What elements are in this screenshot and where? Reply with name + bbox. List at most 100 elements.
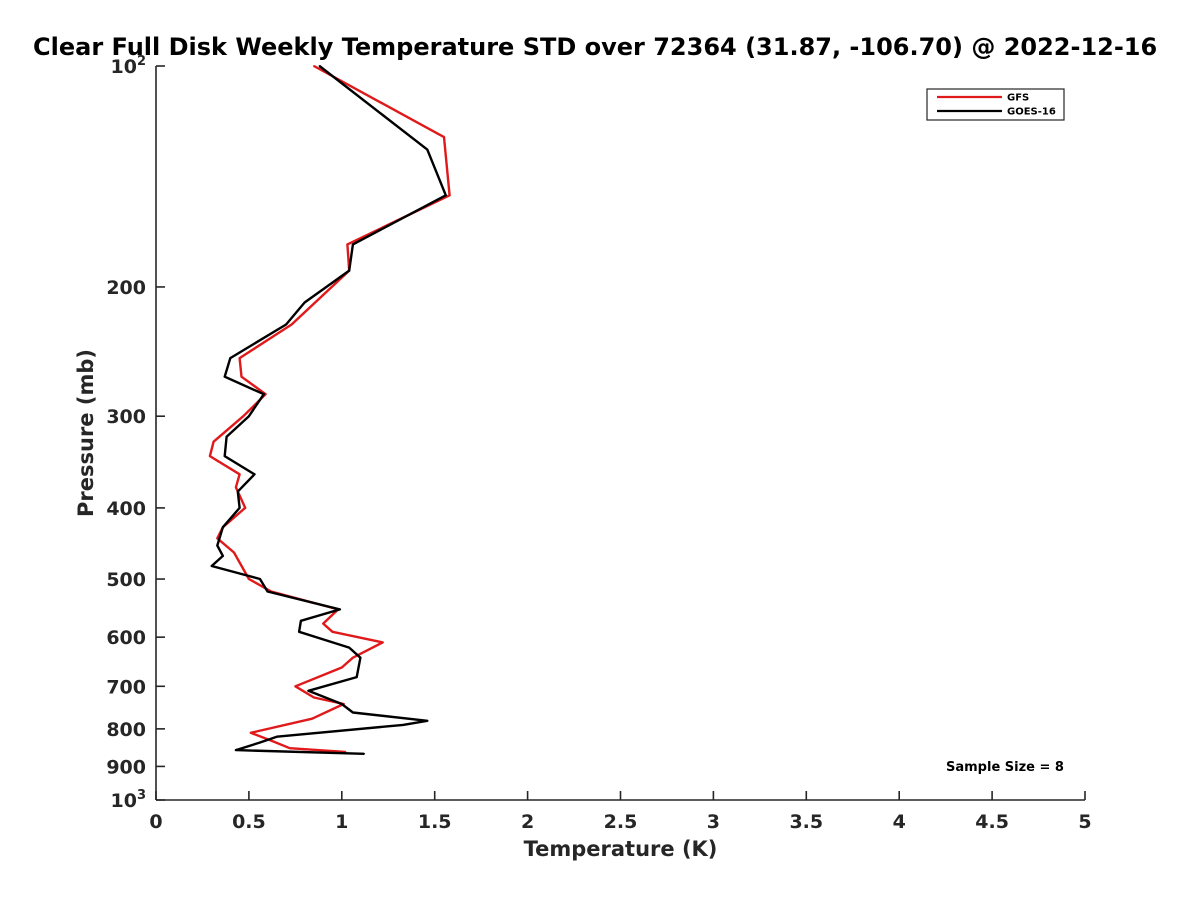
- data-point-gfs-22: [331, 630, 334, 633]
- data-point-goes16-33: [275, 735, 278, 738]
- data-point-gfs-1: [443, 136, 445, 139]
- data-point-goes16-9: [262, 393, 265, 396]
- data-point-goes16-19: [210, 565, 213, 567]
- data-point-goes16-32: [402, 724, 404, 726]
- data-point-gfs-23: [381, 641, 384, 644]
- data-point-goes16-25: [348, 646, 351, 649]
- data-point-goes16-1: [426, 148, 429, 151]
- y-tick-label-1: 200: [106, 277, 146, 299]
- data-point-gfs-31: [270, 739, 273, 742]
- data-point-gfs-32: [288, 747, 291, 750]
- y-tick-label-2: 300: [106, 406, 146, 428]
- data-point-goes16-14: [236, 490, 239, 493]
- x-tick-label-2: 1: [335, 811, 348, 833]
- data-point-goes16-16: [222, 526, 224, 529]
- data-point-goes16-18: [222, 555, 224, 557]
- data-point-goes16-34: [259, 741, 261, 744]
- data-point-goes16-6: [285, 323, 287, 326]
- data-point-goes16-35: [235, 749, 237, 751]
- data-point-goes16-31: [426, 719, 429, 722]
- data-point-gfs-10: [212, 440, 215, 443]
- data-point-gfs-6: [238, 357, 241, 359]
- legend: GFS GOES-16: [926, 88, 1065, 121]
- data-point-goes16-20: [259, 578, 261, 580]
- data-point-gfs-17: [233, 551, 235, 554]
- data-point-goes16-17: [216, 544, 219, 547]
- legend-label-goes16: GOES-16: [1007, 107, 1056, 118]
- data-point-gfs-5: [290, 323, 293, 326]
- x-tick-label-10: 5: [1078, 811, 1091, 833]
- y-tick-label-8: 900: [106, 756, 146, 778]
- y-tick-label-0: 102: [111, 54, 147, 78]
- data-point-goes16-2: [444, 194, 447, 197]
- x-tick-label-8: 4: [893, 811, 906, 833]
- data-point-goes16-13: [253, 473, 256, 476]
- data-point-goes16-8: [223, 375, 226, 378]
- data-point-goes16-24: [298, 630, 300, 633]
- data-point-gfs-9: [242, 415, 245, 418]
- data-point-gfs-21: [322, 622, 325, 625]
- x-tick-label-5: 2.5: [604, 811, 638, 833]
- y-tick-label-7: 800: [106, 719, 146, 741]
- x-tick-label-0: 0: [149, 811, 162, 833]
- legend-box: [926, 88, 1065, 121]
- x-tick-label-9: 4.5: [975, 811, 1009, 833]
- data-point-gfs-29: [311, 717, 313, 720]
- data-point-goes16-15: [238, 507, 241, 509]
- legend-label-gfs: GFS: [1007, 93, 1029, 104]
- y-ticks: 102 200 300 400 500 600 700 800 900 103: [106, 54, 165, 812]
- data-point-gfs-11: [209, 455, 211, 457]
- sample-size-annotation: Sample Size = 8: [946, 760, 1064, 775]
- data-point-gfs-18: [248, 578, 250, 580]
- data-point-goes16-4: [348, 269, 351, 272]
- data-point-goes16-27: [355, 676, 358, 678]
- data-point-goes16-21: [266, 590, 269, 593]
- series-line-gfs: [208, 64, 451, 754]
- data-point-gfs-16: [216, 537, 219, 540]
- y-axis-label: Pressure (mb): [74, 349, 98, 517]
- data-point-gfs-30: [249, 731, 252, 734]
- data-point-goes16-12: [223, 455, 226, 457]
- series-layer: [208, 64, 451, 755]
- data-point-gfs-27: [313, 696, 315, 699]
- data-point-goes16-10: [248, 415, 250, 418]
- data-point-gfs-24: [352, 656, 354, 659]
- chart-title: Clear Full Disk Weekly Temperature STD o…: [33, 33, 1157, 61]
- data-point-goes16-3: [352, 243, 354, 246]
- data-point-gfs-3: [346, 243, 349, 246]
- x-tick-label-4: 2: [521, 811, 534, 833]
- x-tick-label-1: 0.5: [232, 811, 266, 833]
- data-point-goes16-23: [300, 619, 302, 622]
- x-tick-label-3: 1.5: [418, 811, 452, 833]
- data-point-gfs-25: [340, 666, 343, 669]
- data-point-goes16-29: [340, 703, 343, 705]
- data-point-goes16-28: [307, 689, 310, 692]
- data-point-goes16-0: [318, 65, 321, 67]
- y-tick-label-3: 400: [106, 498, 146, 520]
- data-point-gfs-14: [244, 507, 247, 509]
- data-point-goes16-36: [363, 752, 365, 755]
- data-point-goes16-11: [225, 435, 228, 438]
- data-point-goes16-30: [352, 711, 354, 714]
- data-point-gfs-13: [235, 486, 237, 489]
- x-tick-label-6: 3: [707, 811, 720, 833]
- data-point-goes16-26: [359, 656, 362, 659]
- data-point-gfs-2: [448, 194, 451, 197]
- data-point-gfs-26: [294, 685, 297, 688]
- x-axis-label: Temperature (K): [524, 837, 718, 861]
- data-point-gfs-8: [264, 393, 267, 396]
- data-point-gfs-12: [238, 473, 241, 476]
- data-point-gfs-7: [240, 375, 243, 378]
- x-tick-label-7: 3.5: [789, 811, 823, 833]
- data-point-goes16-22: [339, 608, 341, 611]
- y-tick-label-5: 600: [106, 627, 146, 649]
- data-point-goes16-5: [303, 301, 306, 304]
- x-ticks: 0 0.5 1 1.5 2 2.5 3 3.5 4 4.5 5: [149, 791, 1092, 833]
- y-tick-label-4: 500: [106, 569, 146, 591]
- y-tick-label-6: 700: [106, 676, 146, 698]
- series-line-goes16: [210, 65, 447, 755]
- data-point-goes16-7: [229, 357, 232, 359]
- y-tick-label-9: 103: [111, 788, 147, 812]
- data-point-gfs-0: [313, 65, 315, 67]
